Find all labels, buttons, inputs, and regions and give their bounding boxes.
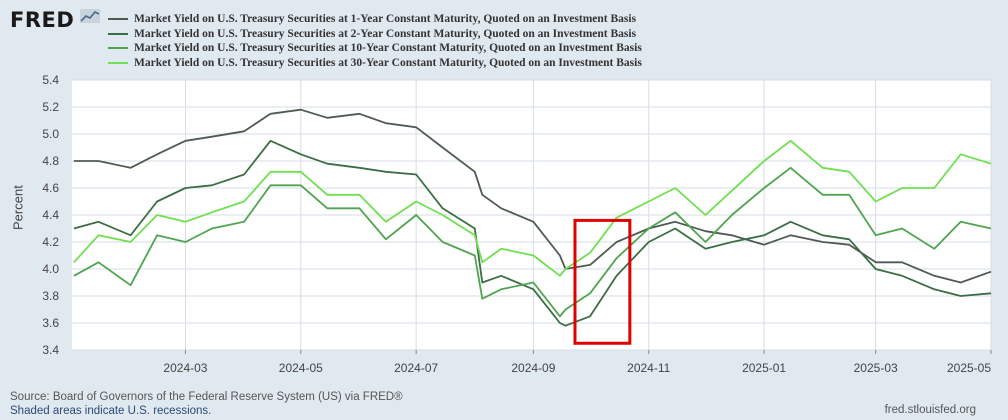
highlight-box [573,218,632,345]
x-tick-label: 2024-05 [279,361,323,375]
source-text: Source: Board of Governors of the Federa… [10,391,403,403]
legend-swatch [108,47,128,50]
series-line-1[interactable] [73,139,992,327]
legend-item-1yr[interactable]: Market Yield on U.S. Treasury Securities… [108,12,642,27]
x-axis-ticks: 2024-03 2024-05 2024-07 2024-09 2024-11 2025-… [163,350,992,375]
chart-legend: Market Yield on U.S. Treasury Securities… [108,12,642,70]
legend-swatch [108,18,128,21]
yield-chart[interactable]: 3.4 3.6 3.8 4.0 4.2 4.4 4.6 4.8 5.0 5.2 5.4 2024-0… [0,0,1008,385]
series-lines [73,108,992,327]
series-line-0[interactable] [73,108,992,284]
y-axis-ticks: 3.4 3.6 3.8 4.0 4.2 4.4 4.6 4.8 5.0 5.2 5.4 [42,73,59,357]
y-tick-label: 4.2 [42,235,59,249]
y-tick-label: 4.6 [42,181,59,195]
legend-label: Market Yield on U.S. Treasury Securities… [134,27,637,40]
y-tick-label: 5.0 [42,127,59,141]
gridlines [72,79,992,351]
highlight-rectangle [573,218,632,345]
x-tick-label: 2024-09 [511,361,555,375]
site-url[interactable]: fred.stlouisfed.org [884,404,976,416]
legend-swatch [108,61,128,64]
y-tick-label: 4.4 [42,208,59,222]
x-tick-label: 2025-03 [854,361,898,375]
y-tick-label: 3.6 [42,316,59,330]
legend-swatch [108,32,128,35]
series-line-2[interactable] [73,166,992,318]
footer-notes: Source: Board of Governors of the Federa… [10,390,403,418]
fred-logo-chart-icon [80,9,100,23]
legend-item-30yr[interactable]: Market Yield on U.S. Treasury Securities… [108,56,642,71]
y-tick-label: 3.4 [42,343,59,357]
x-tick-label: 2024-03 [163,361,207,375]
y-tick-label: 4.8 [42,154,59,168]
x-tick-label: 2024-11 [627,361,670,375]
y-tick-label: 5.2 [42,100,59,114]
y-tick-label: 4.0 [42,262,59,276]
series-line-3[interactable] [73,139,992,277]
recession-note[interactable]: Shaded areas indicate U.S. recessions. [10,405,212,417]
x-tick-label: 2024-07 [394,361,438,375]
legend-item-10yr[interactable]: Market Yield on U.S. Treasury Securities… [108,41,642,56]
x-tick-label: 2025-01 [742,361,786,375]
x-tick-label: 2025-05 [947,361,991,375]
y-tick-label: 3.8 [42,289,59,303]
legend-label: Market Yield on U.S. Treasury Securities… [134,42,642,54]
legend-label: Market Yield on U.S. Treasury Securities… [134,13,637,25]
fred-logo[interactable]: FRED [10,8,75,32]
y-tick-label: 5.4 [42,73,59,87]
legend-label: Market Yield on U.S. Treasury Securities… [134,56,642,69]
legend-item-2yr[interactable]: Market Yield on U.S. Treasury Securities… [108,27,642,42]
